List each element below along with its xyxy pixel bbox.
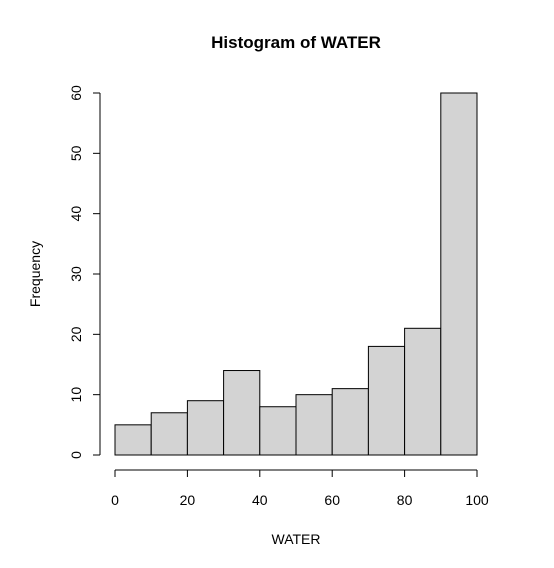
x-axis: 0 20 40 60 80 100 (111, 469, 489, 508)
x-tick-label: 40 (252, 492, 268, 508)
y-tick-label: 50 (68, 145, 84, 161)
y-tick-label: 60 (68, 85, 84, 101)
bars-group (114, 92, 478, 456)
y-tick-label: 20 (68, 326, 84, 342)
x-tick-label: 100 (465, 492, 489, 508)
histogram-bar (223, 370, 261, 456)
y-axis: 0 10 20 30 40 50 60 (68, 85, 101, 459)
histogram-bar (114, 424, 152, 456)
x-axis-label: WATER (272, 531, 321, 547)
x-tick-label: 60 (324, 492, 340, 508)
x-tick-label: 80 (397, 492, 413, 508)
histogram-bar (331, 388, 369, 456)
histogram-bar (367, 345, 406, 456)
y-tick-label: 0 (68, 451, 84, 459)
x-tick-label: 0 (111, 492, 119, 508)
y-axis-label: Frequency (27, 241, 43, 307)
histogram-bar (150, 412, 188, 456)
y-tick-label: 40 (68, 206, 84, 222)
histogram-bar (440, 92, 478, 456)
chart-title: Histogram of WATER (211, 33, 381, 52)
histogram-bar (404, 327, 442, 456)
y-tick-label: 10 (68, 387, 84, 403)
x-tick-label: 20 (180, 492, 196, 508)
y-tick-label: 30 (68, 266, 84, 282)
histogram-bar (259, 406, 297, 456)
histogram-bar (295, 394, 333, 456)
histogram-bar (186, 400, 225, 456)
